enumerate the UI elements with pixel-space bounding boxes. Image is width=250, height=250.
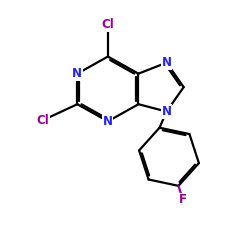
Text: N: N [72, 67, 82, 80]
Text: N: N [162, 105, 172, 118]
Text: N: N [103, 115, 113, 128]
Text: F: F [179, 193, 187, 206]
Text: N: N [162, 56, 172, 69]
Text: Cl: Cl [37, 114, 50, 126]
Text: Cl: Cl [102, 18, 114, 31]
